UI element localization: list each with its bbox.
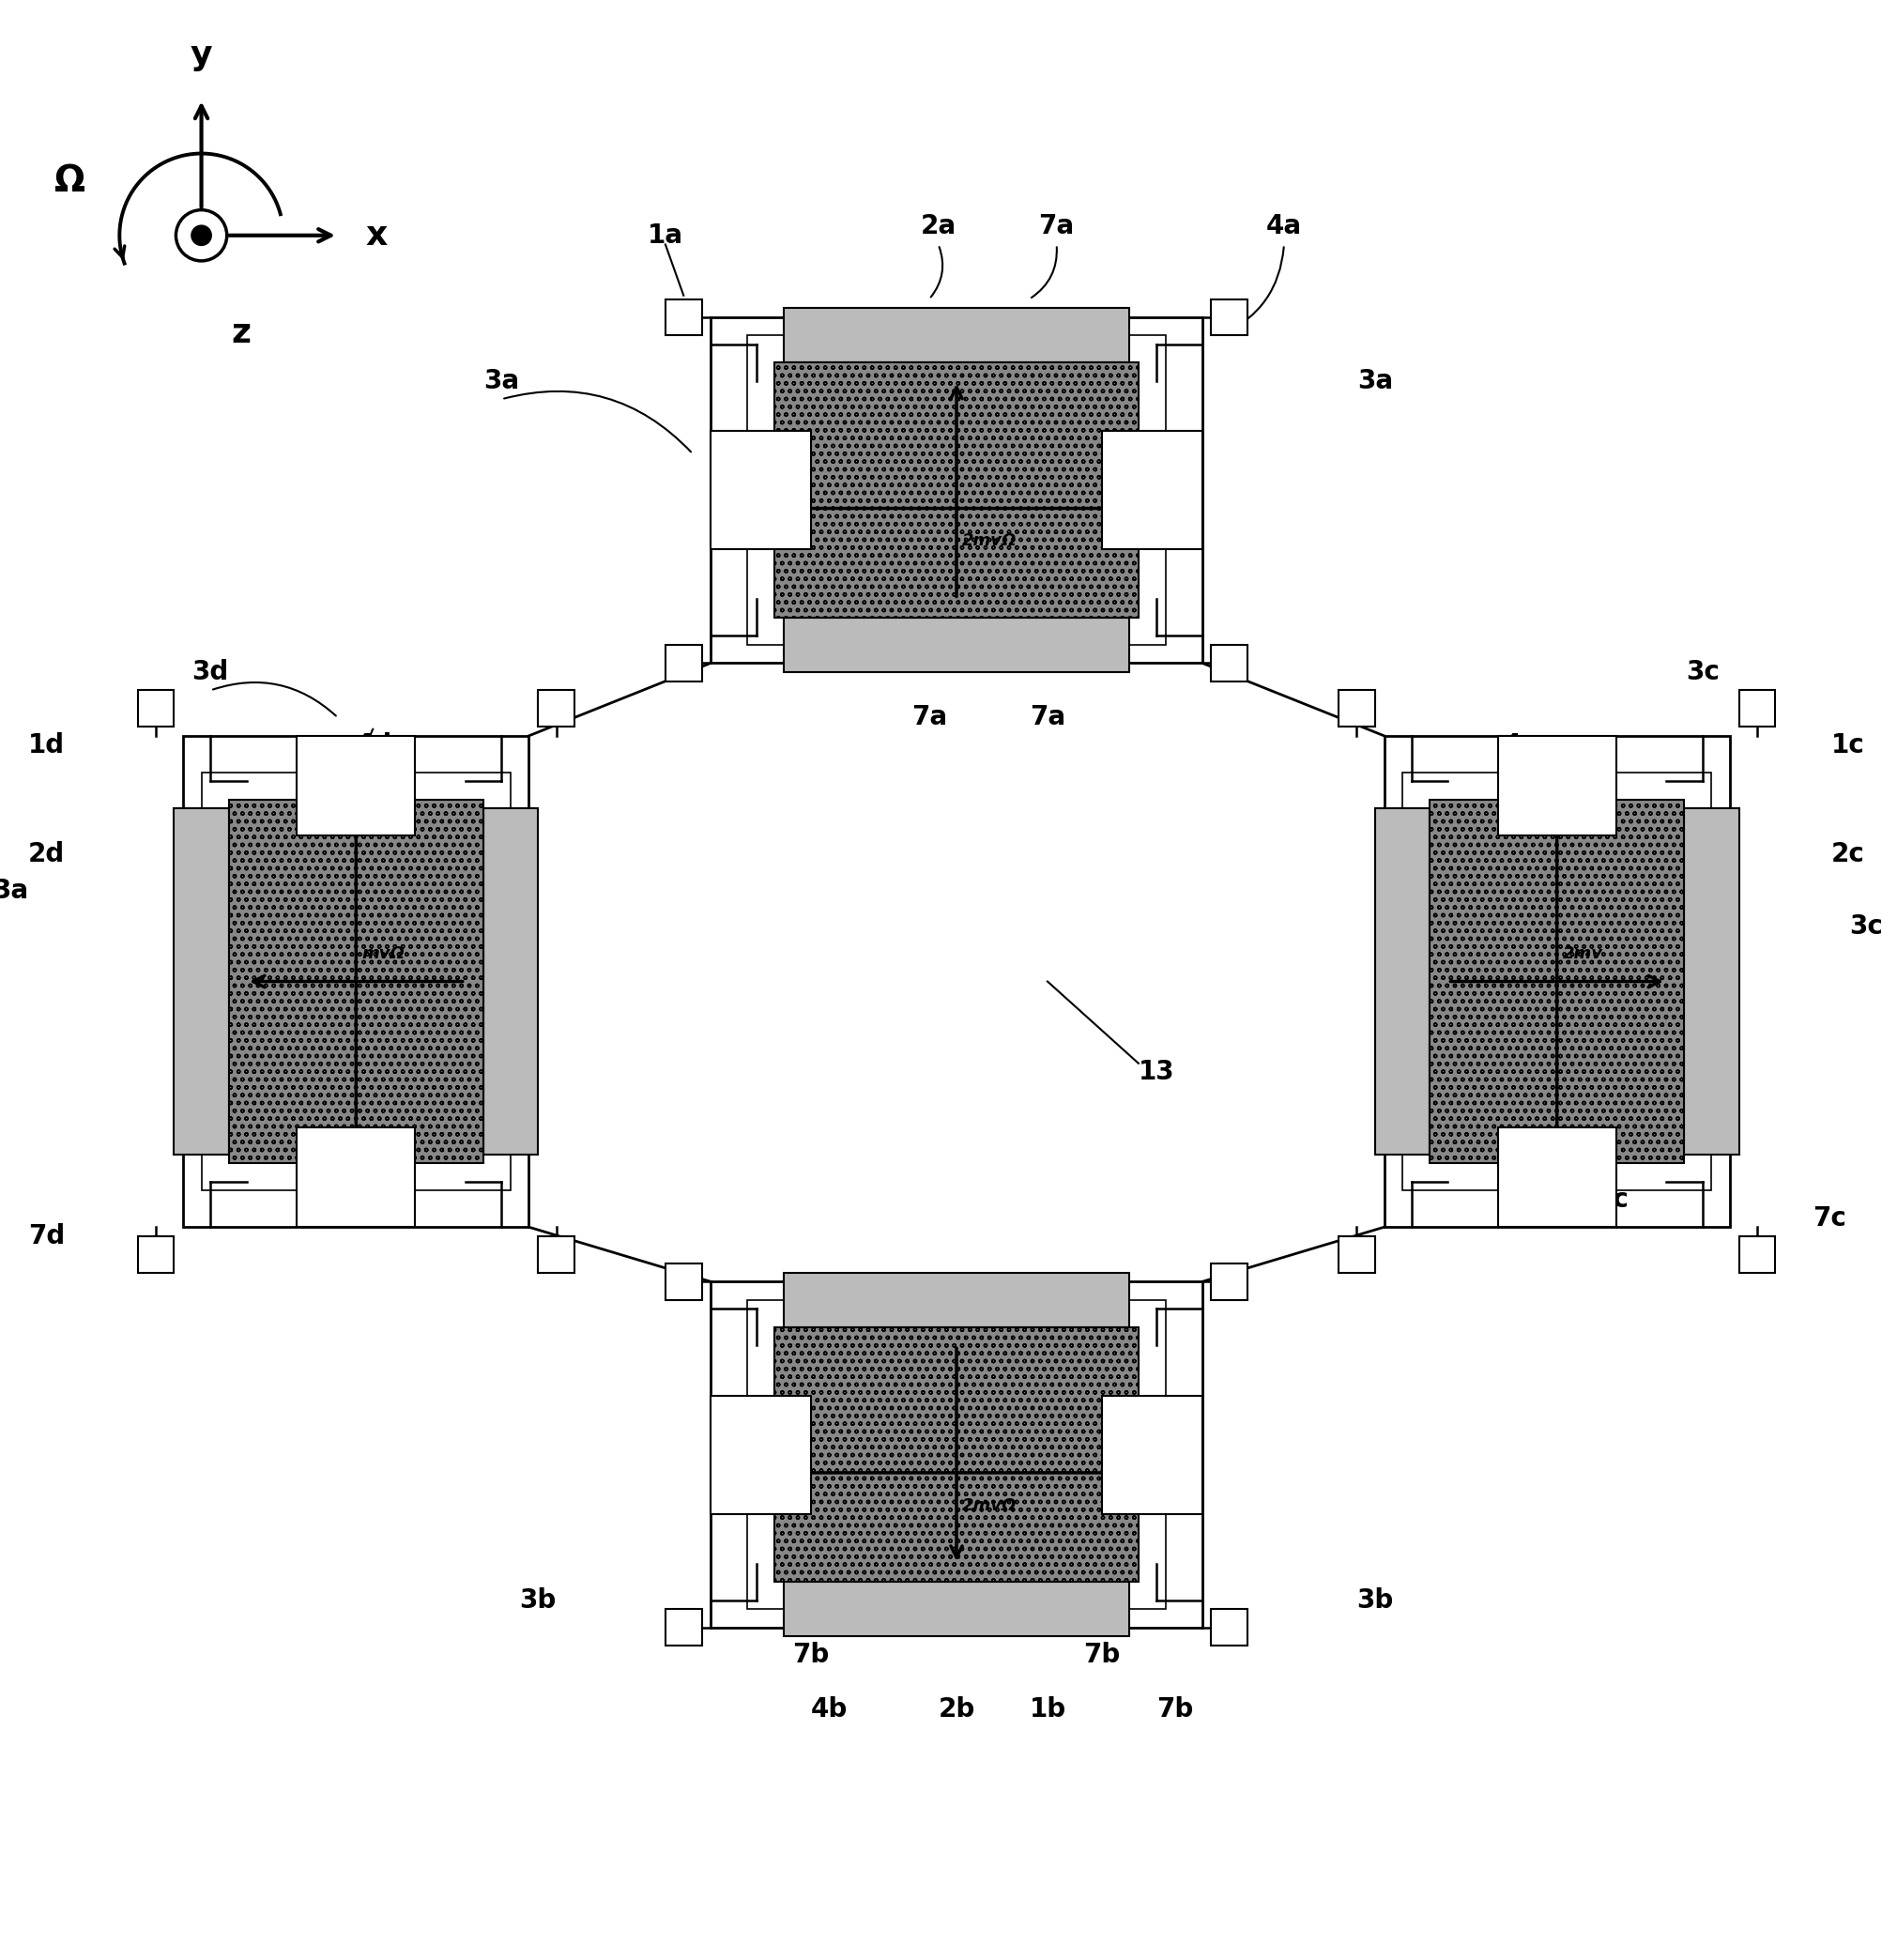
Bar: [1402, 772, 1711, 1192]
Bar: [783, 1582, 1129, 1637]
Text: mvΩ: mvΩ: [361, 947, 405, 962]
Bar: [137, 1237, 173, 1272]
Text: 7d: 7d: [375, 1186, 410, 1213]
Text: 3c: 3c: [1848, 913, 1882, 941]
Text: 7a: 7a: [911, 704, 947, 731]
Text: 2d: 2d: [28, 841, 66, 866]
Bar: [1428, 800, 1684, 1164]
Text: 13: 13: [1139, 1058, 1174, 1086]
Bar: [297, 1127, 416, 1227]
Bar: [201, 772, 510, 1192]
Bar: [783, 308, 1129, 363]
Text: 1c: 1c: [1831, 731, 1863, 759]
Text: 7b: 7b: [1084, 1642, 1120, 1668]
Text: 3a: 3a: [484, 368, 519, 394]
Text: 4c: 4c: [1504, 731, 1536, 759]
Bar: [1383, 735, 1730, 1227]
Bar: [664, 645, 702, 682]
Text: 7c: 7c: [1812, 1205, 1846, 1231]
Text: Ω: Ω: [55, 163, 87, 198]
Bar: [711, 318, 1201, 662]
Text: 3c: 3c: [1684, 659, 1718, 686]
Text: ΔC: ΔC: [1108, 1441, 1137, 1458]
Bar: [774, 1327, 1139, 1582]
Text: 7a: 7a: [1039, 214, 1075, 239]
Bar: [1210, 645, 1248, 682]
Bar: [664, 1264, 702, 1299]
Bar: [1101, 431, 1201, 549]
Bar: [774, 363, 1139, 617]
Text: y: y: [190, 39, 213, 73]
Text: 2mvΩ: 2mvΩ: [962, 1497, 1016, 1513]
Bar: [297, 735, 416, 835]
Bar: [783, 617, 1129, 672]
Text: 7d: 7d: [28, 1223, 66, 1249]
Bar: [1496, 735, 1615, 835]
Bar: [783, 1272, 1129, 1327]
Bar: [1210, 300, 1248, 335]
Bar: [1338, 690, 1374, 727]
Bar: [1684, 809, 1739, 1154]
Bar: [664, 1609, 702, 1646]
Bar: [711, 431, 811, 549]
Bar: [1210, 1264, 1248, 1299]
Text: 1b: 1b: [1029, 1695, 1065, 1723]
Bar: [173, 809, 228, 1154]
Circle shape: [192, 225, 211, 245]
Text: -ΔC: -ΔC: [717, 476, 753, 494]
Bar: [747, 335, 1165, 645]
Text: 1d: 1d: [28, 731, 66, 759]
Text: z: z: [231, 318, 250, 349]
Bar: [484, 809, 538, 1154]
Text: ΔC: ΔC: [717, 1441, 745, 1458]
Text: 4b: 4b: [811, 1695, 847, 1723]
Bar: [1739, 690, 1775, 727]
Text: 3a: 3a: [1357, 368, 1393, 394]
Text: 7b: 7b: [792, 1642, 828, 1668]
Text: 4d: 4d: [356, 731, 393, 759]
Bar: [1739, 1237, 1775, 1272]
Text: 3b: 3b: [1355, 1588, 1393, 1613]
Bar: [183, 735, 529, 1227]
Text: -ΔC: -ΔC: [305, 1168, 339, 1186]
Bar: [664, 300, 702, 335]
Text: x: x: [365, 220, 388, 251]
Text: 2b: 2b: [937, 1695, 975, 1723]
Text: 3a: 3a: [0, 878, 28, 904]
Text: 3b: 3b: [519, 1588, 557, 1613]
Bar: [1496, 1127, 1615, 1227]
Text: 7b: 7b: [1156, 1695, 1193, 1723]
Text: 4a: 4a: [1265, 214, 1300, 239]
Bar: [228, 800, 484, 1164]
Bar: [1338, 1237, 1374, 1272]
Text: ΔC: ΔC: [1504, 776, 1532, 794]
Text: ΔC: ΔC: [305, 776, 331, 794]
Bar: [538, 690, 574, 727]
Text: 2a: 2a: [920, 214, 956, 239]
Text: ΔC: ΔC: [1108, 476, 1137, 494]
Text: 7a: 7a: [1029, 704, 1065, 731]
Text: 2mvΩ: 2mvΩ: [962, 533, 1016, 549]
Text: 2c: 2c: [1831, 841, 1863, 866]
Bar: [711, 1396, 811, 1513]
Bar: [1101, 1396, 1201, 1513]
Bar: [1210, 1609, 1248, 1646]
Bar: [747, 1299, 1165, 1609]
Text: 3d: 3d: [192, 659, 230, 686]
Bar: [711, 1282, 1201, 1627]
Text: ΔC: ΔC: [1504, 1168, 1532, 1186]
Bar: [538, 1237, 574, 1272]
Text: 7c: 7c: [1594, 1186, 1628, 1213]
Text: 1a: 1a: [647, 221, 683, 249]
Bar: [137, 690, 173, 727]
Bar: [1374, 809, 1428, 1154]
Text: 2mv: 2mv: [1562, 947, 1602, 962]
